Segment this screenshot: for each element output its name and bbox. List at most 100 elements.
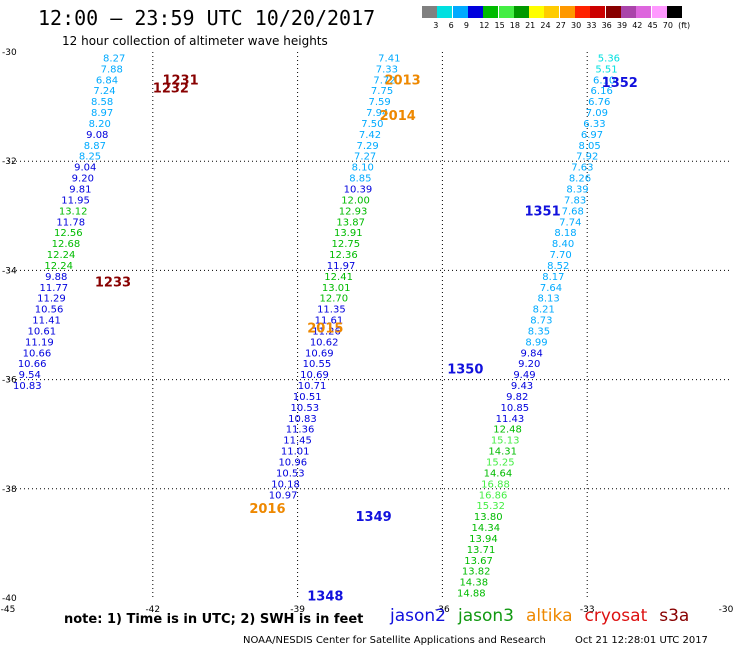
swh-label: 13.80: [474, 512, 503, 523]
swh-label: 13.82: [462, 567, 491, 578]
swh-label: 11.35: [317, 305, 346, 316]
x-tick-label: -42: [145, 605, 160, 615]
swh-label: 10.83: [288, 414, 317, 425]
swh-label: 11.19: [25, 337, 54, 348]
colorbar-tick-label: (ft): [678, 21, 691, 30]
colorbar-swatch: [651, 6, 667, 18]
colorbar-swatch: [559, 6, 575, 18]
swh-label: 11.45: [283, 436, 312, 447]
colorbar-tick-label: 36: [601, 21, 612, 30]
swh-label: 10.56: [35, 305, 64, 316]
swh-label: 15.13: [491, 436, 520, 447]
swh-label: 6.97: [581, 130, 603, 141]
swh-label: 11.95: [61, 195, 90, 206]
swh-label: 9.54: [19, 370, 41, 381]
y-tick-label: -30: [2, 48, 17, 58]
time-label: 2013: [384, 73, 420, 88]
swh-label: 8.52: [547, 261, 569, 272]
swh-label: 12.24: [44, 261, 73, 272]
swh-label: 9.04: [74, 163, 96, 174]
colorbar-swatch: [529, 6, 545, 18]
swh-label: 12.41: [324, 272, 353, 283]
credit-text: NOAA/NESDIS Center for Satellite Applica…: [243, 635, 546, 646]
swh-label: 9.84: [521, 348, 543, 359]
swh-label: 14.34: [472, 523, 501, 534]
swh-label: 13.87: [336, 217, 365, 228]
swh-label: 8.40: [552, 239, 574, 250]
time-label: 1231: [162, 73, 198, 88]
colorbar-tick-label: 3: [433, 21, 439, 30]
swh-label: 14.38: [459, 578, 488, 589]
swh-label: 16.86: [479, 490, 508, 501]
swh-label: 7.64: [540, 283, 562, 294]
swh-label: 10.53: [276, 468, 305, 479]
satellite-legend-item: altika: [526, 606, 573, 626]
swh-label: 8.20: [89, 119, 111, 130]
swh-label: 5.51: [595, 64, 617, 75]
swh-label: 10.39: [344, 185, 373, 196]
swh-label: 10.66: [23, 348, 52, 359]
swh-label: 7.33: [376, 64, 398, 75]
swh-label: 11.61: [315, 316, 344, 327]
time-label: 2016: [249, 502, 285, 517]
swh-label: 10.18: [271, 479, 300, 490]
chart-subtitle: 12 hour collection of altimeter wave hei…: [62, 34, 328, 48]
swh-label: 8.17: [542, 272, 564, 283]
chart-note: note: 1) Time is in UTC; 2) SWH is in fe…: [64, 612, 364, 627]
swh-label: 8.58: [91, 97, 113, 108]
swh-label: 7.75: [371, 86, 393, 97]
swh-label: 16.88: [481, 479, 510, 490]
y-tick-label: -32: [2, 157, 17, 167]
swh-label: 13.71: [467, 545, 496, 556]
swh-label: 13.12: [59, 206, 88, 217]
swh-label: 9.81: [69, 185, 91, 196]
swh-label: 10.53: [291, 403, 320, 414]
y-tick-label: -38: [2, 485, 17, 495]
swh-label: 8.97: [91, 108, 113, 119]
swh-label: 7.59: [369, 97, 391, 108]
swh-label: 7.94: [366, 108, 388, 119]
colorbar-tick-label: 45: [647, 21, 658, 30]
swh-label: 13.01: [322, 283, 351, 294]
swh-label: 12.75: [332, 239, 361, 250]
swh-label: 14.31: [488, 447, 517, 458]
x-tick-label: -36: [435, 605, 450, 615]
x-tick-label: -33: [580, 605, 595, 615]
swh-label: 11.97: [327, 261, 356, 272]
time-label: 1351: [524, 204, 560, 219]
time-label: 2015: [307, 322, 343, 337]
swh-label: 8.39: [566, 185, 588, 196]
timestamp-text: Oct 21 12:28:01 UTC 2017: [575, 635, 708, 646]
swh-label: 8.35: [528, 326, 550, 337]
colorbar-tick-label: 21: [525, 21, 536, 30]
time-label: 2014: [380, 109, 416, 124]
satellite-legend-item: cryosat: [584, 606, 648, 626]
time-label: 1352: [602, 76, 638, 91]
colorbar-tick-label: 12: [479, 21, 490, 30]
time-label: 1233: [95, 275, 131, 290]
swh-label: 10.55: [303, 359, 332, 370]
swh-label: 10.61: [27, 326, 56, 337]
swh-label: 12.56: [54, 228, 83, 239]
swh-label: 7.92: [576, 152, 598, 163]
swh-label: 8.18: [554, 228, 576, 239]
colorbar-tick-label: 6: [448, 21, 454, 30]
swh-label: 7.74: [559, 217, 581, 228]
time-label: 1349: [356, 510, 392, 525]
colorbar-swatch: [437, 6, 453, 18]
colorbar-tick-label: 27: [555, 21, 566, 30]
swh-label: 10.96: [278, 458, 307, 469]
colorbar-swatch: [422, 6, 437, 18]
swh-label: 7.68: [562, 206, 584, 217]
swh-label: 13.94: [469, 534, 498, 545]
x-tick-label: -45: [1, 605, 16, 615]
swh-label: 6.10: [593, 75, 615, 86]
swh-label: 14.64: [484, 468, 513, 479]
swh-label: 7.41: [378, 53, 400, 64]
colorbar-tick-label: 70: [662, 21, 673, 30]
colorbar-swatch: [636, 6, 652, 18]
swh-label: 7.42: [359, 130, 381, 141]
swh-label: 7.29: [356, 141, 378, 152]
colorbar-swatch: [483, 6, 499, 18]
